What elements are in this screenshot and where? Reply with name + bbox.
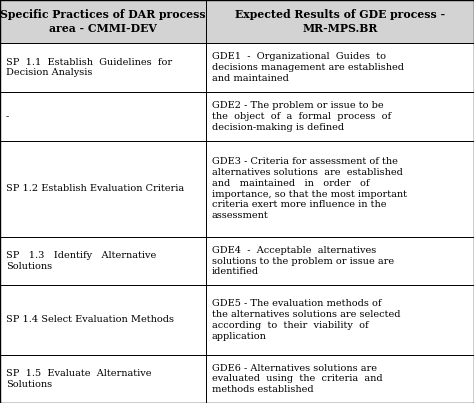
Text: SP 1.4 Select Evaluation Methods: SP 1.4 Select Evaluation Methods xyxy=(6,316,173,324)
Bar xyxy=(0,141,206,237)
Text: SP 1.2 Establish Evaluation Criteria: SP 1.2 Establish Evaluation Criteria xyxy=(6,184,184,193)
Text: Expected Results of GDE process -
MR-MPS.BR: Expected Results of GDE process - MR-MPS… xyxy=(235,9,445,33)
Text: SP  1.1  Establish  Guidelines  for
Decision Analysis: SP 1.1 Establish Guidelines for Decision… xyxy=(6,58,172,77)
Bar xyxy=(0,285,206,355)
Bar xyxy=(206,43,474,92)
Bar xyxy=(0,92,206,141)
Bar xyxy=(0,355,206,403)
Bar xyxy=(0,237,206,285)
Text: GDE5 - The evaluation methods of
the alternatives solutions are selected
accordi: GDE5 - The evaluation methods of the alt… xyxy=(212,299,401,341)
Text: SP   1.3   Identify   Alternative
Solutions: SP 1.3 Identify Alternative Solutions xyxy=(6,251,156,271)
Bar xyxy=(206,237,474,285)
Text: GDE2 - The problem or issue to be
the  object  of  a  formal  process  of
decisi: GDE2 - The problem or issue to be the ob… xyxy=(212,101,391,132)
Bar xyxy=(0,0,206,43)
Bar xyxy=(206,285,474,355)
Text: GDE6 - Alternatives solutions are
evaluated  using  the  criteria  and
methods e: GDE6 - Alternatives solutions are evalua… xyxy=(212,364,383,394)
Text: Specific Practices of DAR process
area - CMMI-DEV: Specific Practices of DAR process area -… xyxy=(0,9,206,33)
Bar xyxy=(206,141,474,237)
Bar xyxy=(206,0,474,43)
Bar xyxy=(206,355,474,403)
Text: GDE1  -  Organizational  Guides  to
decisions management are established
and mai: GDE1 - Organizational Guides to decision… xyxy=(212,52,404,83)
Text: -: - xyxy=(6,112,9,121)
Text: GDE4  -  Acceptable  alternatives
solutions to the problem or issue are
identifi: GDE4 - Acceptable alternatives solutions… xyxy=(212,246,394,276)
Text: GDE3 - Criteria for assessment of the
alternatives solutions  are  established
a: GDE3 - Criteria for assessment of the al… xyxy=(212,158,407,220)
Text: SP  1.5  Evaluate  Alternative
Solutions: SP 1.5 Evaluate Alternative Solutions xyxy=(6,369,151,389)
Bar xyxy=(206,92,474,141)
Bar xyxy=(0,43,206,92)
